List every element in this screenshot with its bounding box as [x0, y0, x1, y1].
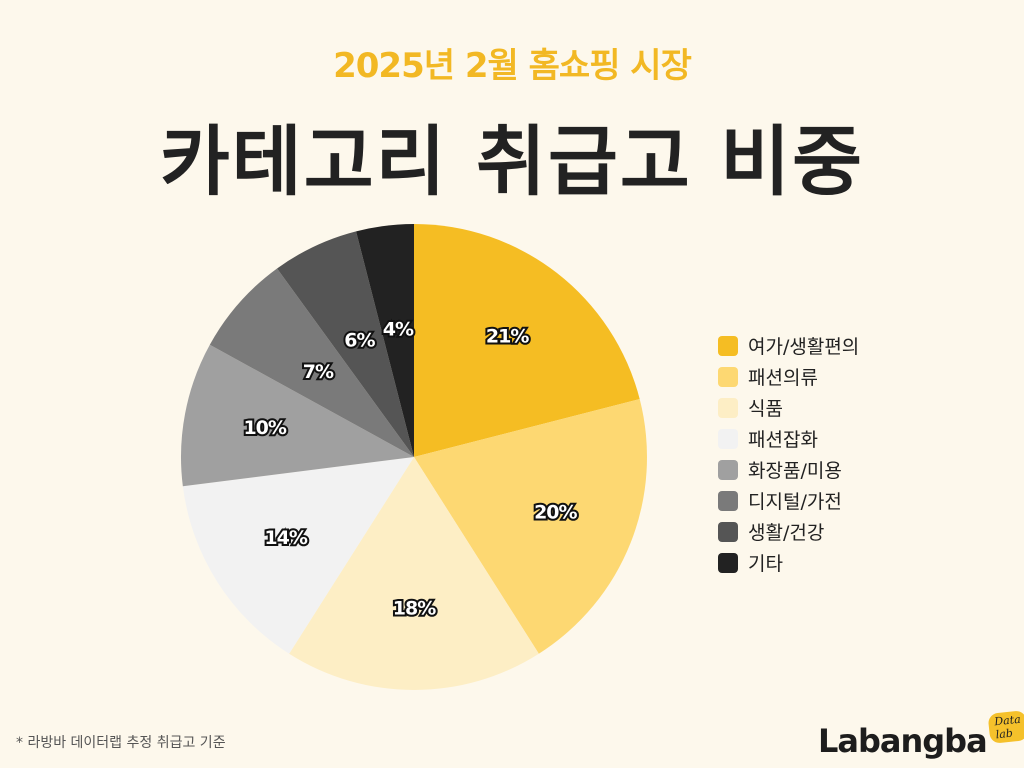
- legend-swatch: [718, 428, 738, 449]
- legend-item: 생활/건강: [718, 516, 859, 547]
- brand-tag: Data lab: [987, 710, 1024, 744]
- legend-swatch: [718, 521, 738, 542]
- slice-label-1: 21%: [486, 325, 529, 347]
- slice-label-4: 14%: [264, 527, 307, 549]
- pie-slice-5: [181, 344, 414, 487]
- legend-label: 패션잡화: [748, 429, 818, 451]
- chart-subtitle: 2025년 2월 홈쇼핑 시장: [333, 46, 692, 86]
- legend-label: 화장품/미용: [748, 460, 842, 482]
- legend-item: 디지털/가전: [718, 485, 859, 516]
- pie-slice-6: [209, 268, 414, 457]
- legend-label: 여가/생활편의: [748, 336, 860, 358]
- legend-item: 여가/생활편의: [718, 330, 859, 361]
- chart-title: 카테고리 취급고 비중: [159, 117, 865, 206]
- legend-item: 패션의류: [718, 361, 859, 392]
- slice-label-5: 10%: [243, 417, 286, 439]
- legend-item: 식품: [718, 392, 859, 423]
- footnote: * 라방바 데이터랩 추정 취급고 기준: [16, 735, 226, 751]
- legend-item: 패션잡화: [718, 423, 859, 454]
- brand-name: Labangba: [818, 722, 988, 760]
- legend-item: 기타: [718, 547, 859, 578]
- legend-swatch: [718, 366, 738, 387]
- pie-slice-2: [414, 399, 647, 654]
- brand-logo: Labangba Data lab: [818, 710, 1024, 760]
- slice-label-2: 20%: [534, 501, 577, 523]
- legend-label: 기타: [748, 553, 783, 575]
- pie-slice-8: [356, 224, 414, 457]
- legend-label: 패션의류: [748, 367, 818, 389]
- pie-slice-1: [414, 224, 640, 457]
- legend-swatch: [718, 397, 738, 418]
- legend-item: 화장품/미용: [718, 454, 859, 485]
- pie-slice-7: [277, 231, 414, 457]
- legend-label: 디지털/가전: [748, 491, 842, 513]
- pie-slice-4: [182, 457, 414, 654]
- legend-label: 식품: [748, 398, 783, 420]
- slice-label-3: 18%: [393, 598, 436, 620]
- slice-label-6: 7%: [303, 361, 334, 383]
- legend-swatch: [718, 490, 738, 511]
- pie-slice-3: [289, 457, 539, 690]
- slice-label-8: 4%: [383, 318, 414, 340]
- legend-label: 생활/건강: [748, 522, 825, 544]
- slice-label-7: 6%: [344, 330, 375, 352]
- legend-swatch: [718, 335, 738, 356]
- legend-swatch: [718, 552, 738, 573]
- legend-swatch: [718, 459, 738, 480]
